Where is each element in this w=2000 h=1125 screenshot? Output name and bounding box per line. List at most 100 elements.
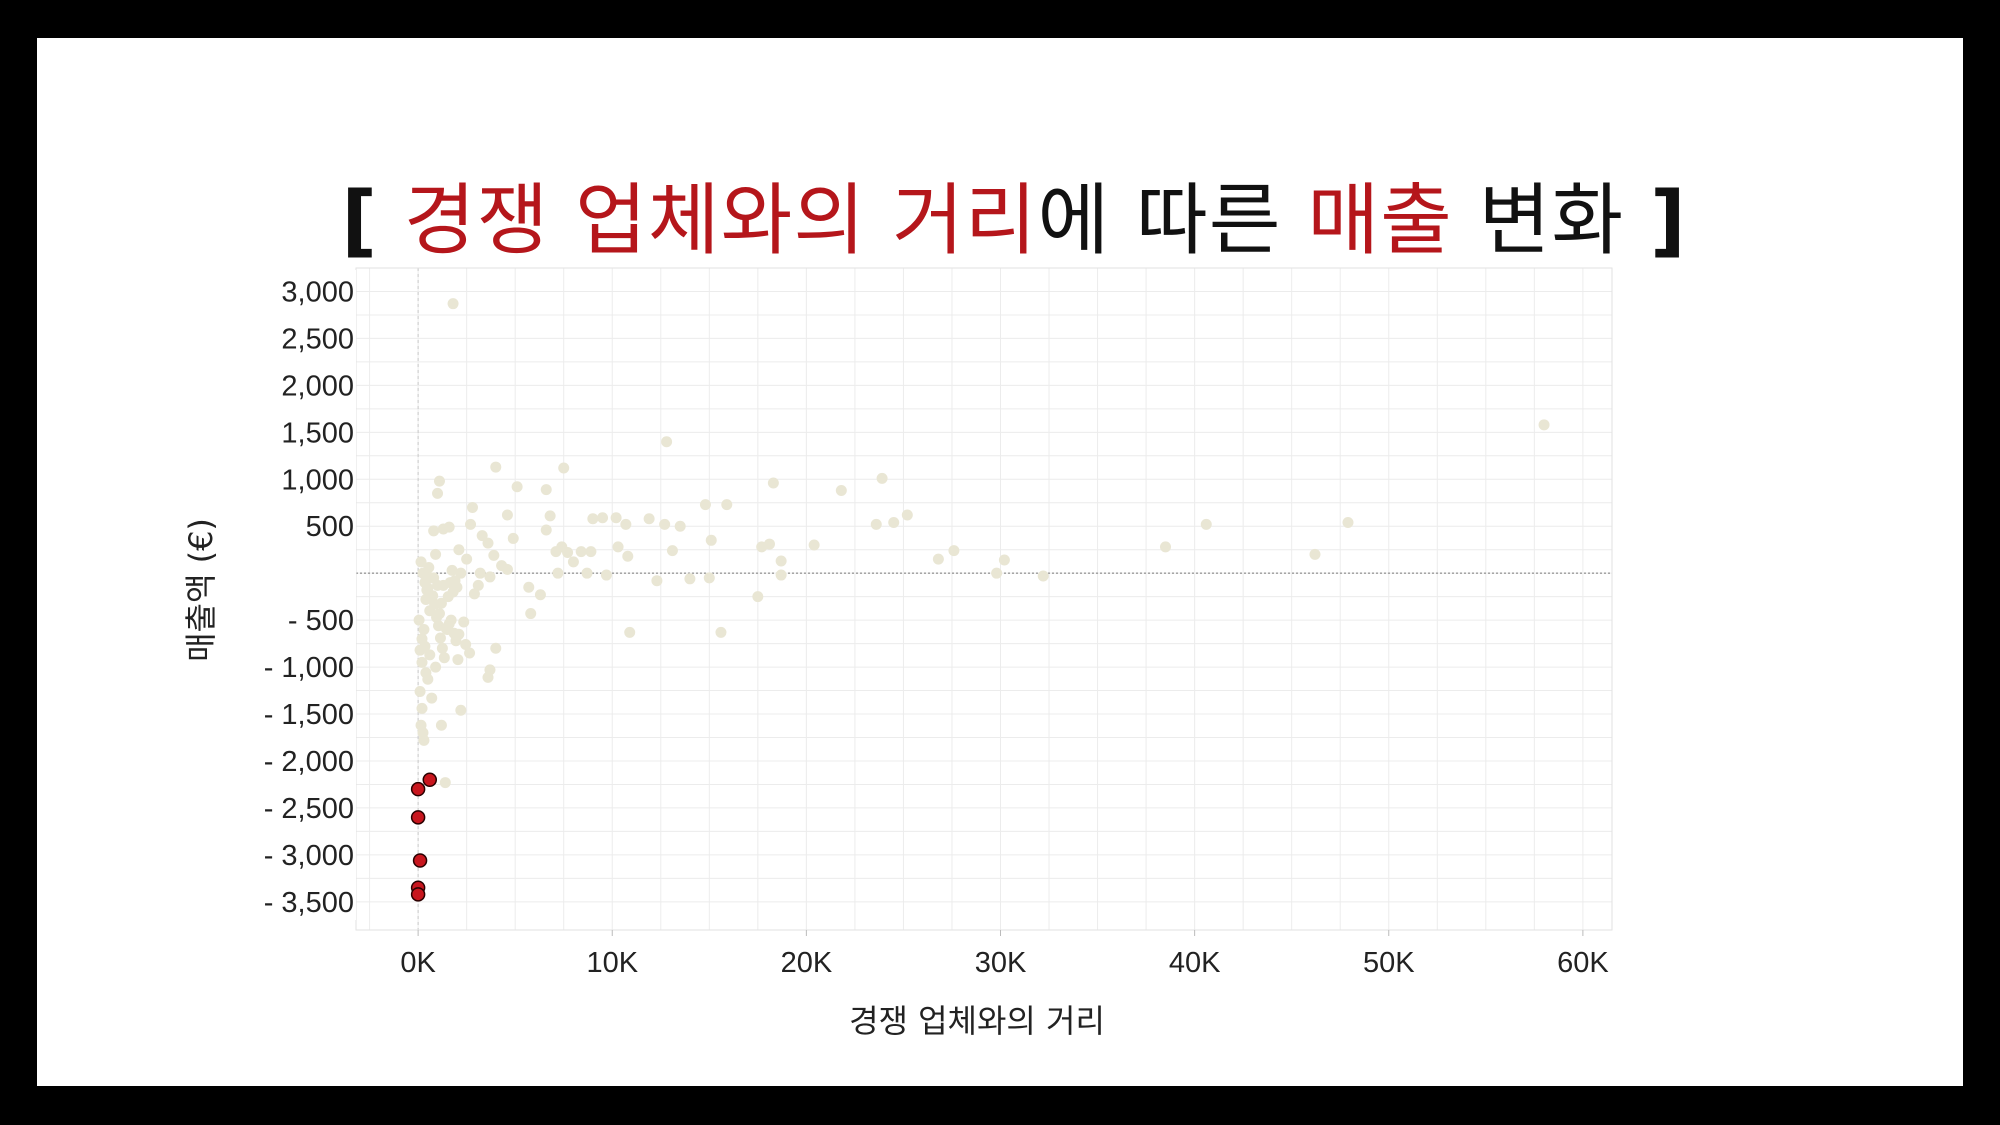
data-point — [721, 499, 732, 510]
data-point — [888, 517, 899, 528]
data-point — [877, 473, 888, 484]
y-tick-label: 3,000 — [281, 276, 354, 308]
y-tick-label: - 3,000 — [264, 840, 354, 872]
data-point — [425, 572, 436, 583]
data-point — [597, 512, 608, 523]
x-axis-ticks: 0K10K20K30K40K50K60K — [400, 930, 1609, 979]
y-axis-ticks: 3,0002,5002,0001,5001,000500- 500- 1,000… — [264, 276, 354, 918]
data-point — [582, 568, 593, 579]
data-point — [444, 618, 455, 629]
data-point — [429, 599, 440, 610]
data-point — [611, 512, 622, 523]
data-point — [490, 462, 501, 473]
data-point — [469, 588, 480, 599]
y-tick-label: 1,500 — [281, 417, 354, 449]
data-point — [644, 513, 655, 524]
data-point — [512, 481, 523, 492]
data-point — [490, 643, 501, 654]
data-point — [585, 546, 596, 557]
data-point — [764, 539, 775, 550]
data-point — [455, 705, 466, 716]
y-tick-label: - 3,500 — [264, 887, 354, 919]
data-point — [452, 654, 463, 665]
x-axis-label: 경쟁 업체와의 거리 — [849, 1002, 1105, 1040]
data-point — [601, 570, 612, 581]
outlier-point — [412, 783, 425, 796]
data-point — [475, 568, 486, 579]
data-point — [465, 519, 476, 530]
x-tick-label: 0K — [400, 947, 436, 979]
data-point — [488, 550, 499, 561]
y-tick-label: - 1,000 — [264, 652, 354, 684]
data-point — [684, 573, 695, 584]
data-point — [437, 643, 448, 654]
y-tick-label: 2,500 — [281, 323, 354, 355]
y-tick-label: 2,000 — [281, 370, 354, 402]
data-point — [484, 571, 495, 582]
y-tick-label: - 2,500 — [264, 793, 354, 825]
data-point — [991, 568, 1002, 579]
data-point — [613, 541, 624, 552]
data-point — [715, 627, 726, 638]
data-point — [704, 572, 715, 583]
outlier-point — [412, 811, 425, 824]
x-tick-label: 30K — [975, 947, 1027, 979]
y-tick-label: 500 — [306, 511, 354, 543]
x-tick-label: 50K — [1363, 947, 1415, 979]
data-point — [483, 538, 494, 549]
data-point — [415, 686, 426, 697]
data-point — [541, 484, 552, 495]
data-point — [558, 463, 569, 474]
data-point — [445, 577, 456, 588]
data-point — [1309, 549, 1320, 560]
data-point — [587, 513, 598, 524]
data-point — [458, 617, 469, 628]
data-point — [624, 627, 635, 638]
data-point — [417, 703, 428, 714]
x-tick-label: 60K — [1557, 947, 1609, 979]
data-point — [706, 535, 717, 546]
x-tick-label: 40K — [1169, 947, 1221, 979]
data-point — [776, 555, 787, 566]
outlier-point — [414, 854, 427, 867]
data-point — [432, 488, 443, 499]
y-tick-label: - 1,500 — [264, 699, 354, 731]
data-points — [412, 298, 1550, 901]
data-point — [430, 549, 441, 560]
data-point — [414, 615, 425, 626]
data-point — [1201, 519, 1212, 530]
data-point — [461, 554, 472, 565]
data-point — [483, 672, 494, 683]
data-point — [434, 476, 445, 487]
data-point — [933, 554, 944, 565]
data-point — [424, 649, 435, 660]
data-point — [417, 727, 428, 738]
data-point — [999, 555, 1010, 566]
data-point — [661, 436, 672, 447]
data-point — [502, 509, 513, 520]
data-point — [1342, 517, 1353, 528]
data-point — [439, 652, 450, 663]
data-point — [418, 624, 429, 635]
data-point — [464, 647, 475, 658]
data-point — [525, 608, 536, 619]
data-point — [535, 589, 546, 600]
data-point — [1539, 419, 1550, 430]
data-point — [836, 485, 847, 496]
data-point — [444, 522, 455, 533]
data-point — [752, 591, 763, 602]
data-point — [453, 544, 464, 555]
data-point — [435, 632, 446, 643]
data-point — [620, 519, 631, 530]
data-point — [443, 591, 454, 602]
y-label-clip — [353, 270, 356, 920]
data-point — [651, 575, 662, 586]
data-point — [436, 720, 447, 731]
x-tick-label: 20K — [781, 947, 833, 979]
data-point — [556, 541, 567, 552]
data-point — [576, 546, 587, 557]
data-point — [902, 509, 913, 520]
chart-grid — [356, 268, 1612, 930]
data-point — [420, 667, 431, 678]
data-point — [541, 524, 552, 535]
